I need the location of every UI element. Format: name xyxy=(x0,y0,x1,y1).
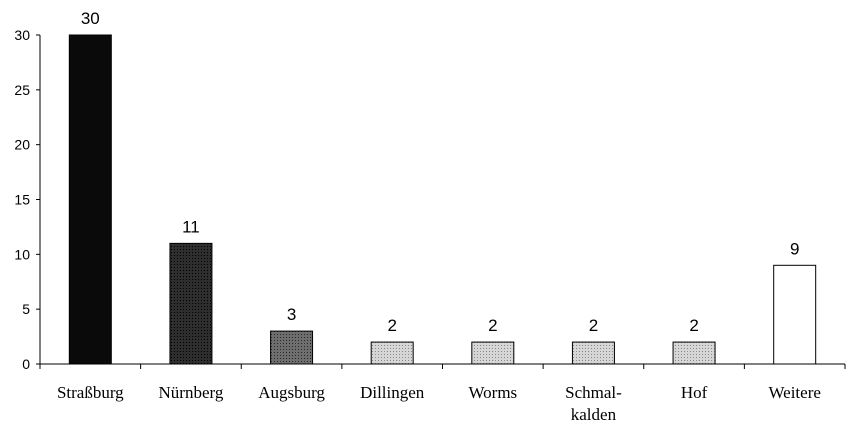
bar xyxy=(773,264,817,365)
y-tick-label: 15 xyxy=(14,192,30,208)
labels: 30 Straßburg 11 Nürnberg 3 Augsburg 2 Dillingen… xyxy=(57,9,821,424)
data-label: 11 xyxy=(182,217,200,236)
category-label: kalden xyxy=(571,405,617,424)
bar xyxy=(169,242,213,365)
category-label: Worms xyxy=(468,383,517,402)
y-tick-label: 10 xyxy=(14,246,30,262)
data-label: 9 xyxy=(790,239,799,258)
data-label: 2 xyxy=(488,316,497,335)
axes: 0 5 10 15 20 25 30 xyxy=(14,27,846,372)
category-label: Augsburg xyxy=(258,383,325,402)
bar xyxy=(471,341,515,365)
category-label: Hof xyxy=(681,383,708,402)
data-label: 2 xyxy=(689,316,698,335)
bar xyxy=(270,330,314,365)
category-label: Weitere xyxy=(768,383,820,402)
data-label: 30 xyxy=(81,9,100,28)
data-label: 2 xyxy=(589,316,598,335)
bar xyxy=(571,341,615,365)
category-label: Schmal- xyxy=(565,383,622,402)
y-tick-label: 0 xyxy=(22,356,30,372)
y-tick-label: 30 xyxy=(14,27,30,43)
category-label: Straßburg xyxy=(57,383,124,402)
bar xyxy=(370,341,414,365)
bar xyxy=(68,34,112,365)
data-label: 3 xyxy=(287,305,296,324)
y-tick-label: 5 xyxy=(22,301,30,317)
category-label: Dillingen xyxy=(360,383,425,402)
bars xyxy=(68,34,817,365)
y-tick-label: 25 xyxy=(14,82,30,98)
category-label: Nürnberg xyxy=(159,383,224,402)
data-label: 2 xyxy=(387,316,396,335)
y-tick-label: 20 xyxy=(14,137,30,153)
bar xyxy=(672,341,716,365)
